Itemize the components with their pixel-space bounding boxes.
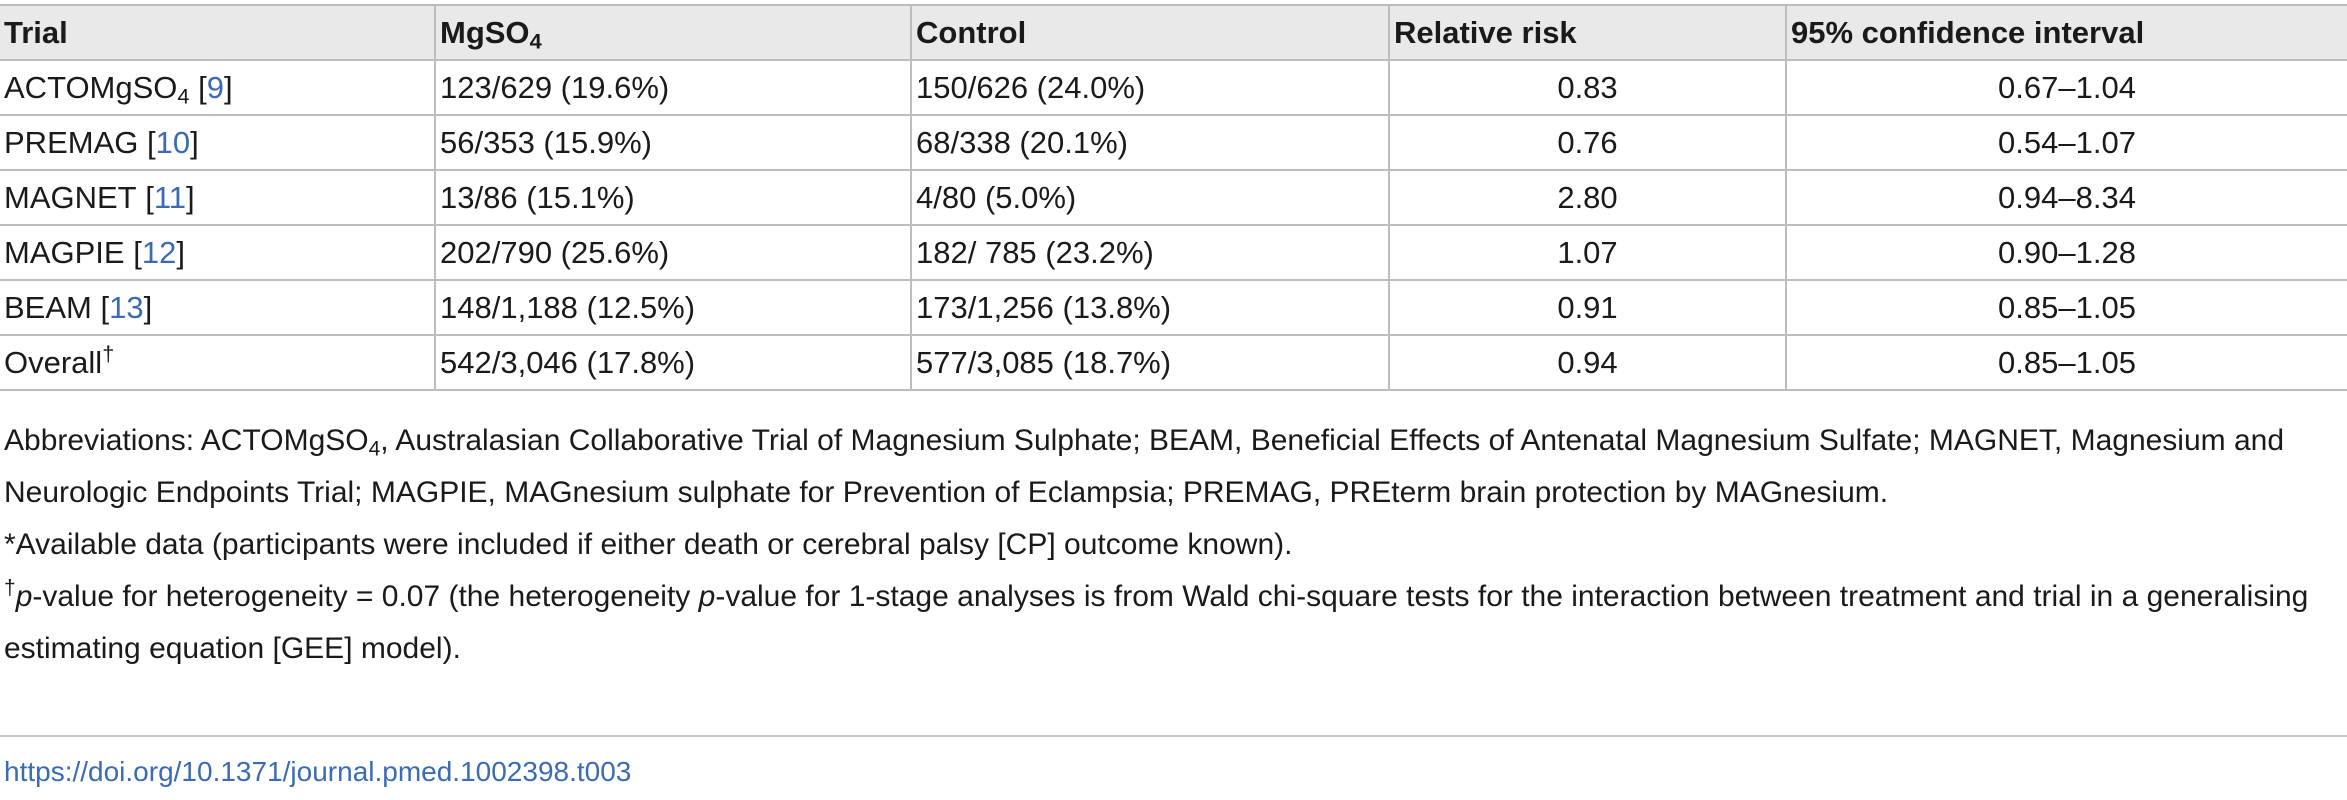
header-trial: Trial (4, 14, 68, 50)
cell-trial: PREMAG [10] (0, 115, 435, 170)
trial-name: ACTOMgSO (4, 69, 178, 105)
cell-control: 150/626 (24.0%) (910, 60, 1389, 115)
cell-relative-risk: 0.94 (1388, 335, 1786, 390)
trial-name: MAGPIE (4, 234, 125, 270)
cell-control: 577/3,085 (18.7%) (910, 335, 1389, 390)
cell-confidence-interval: 0.90–1.28 (1785, 225, 2347, 280)
heterogeneity-text-b: -value for 1-stage analyses is from Wald… (4, 580, 2309, 665)
table-row: PREMAG [10] 56/353 (15.9%) 68/338 (20.1%) 0… (0, 115, 2347, 170)
cell-relative-risk: 2.80 (1388, 170, 1786, 225)
cell-trial: BEAM [13] (0, 280, 435, 335)
table-footnotes: Abbreviations: ACTOMgSO4, Australasian C… (4, 415, 2334, 675)
header-confidence-interval: 95% confidence interval (1785, 5, 2347, 60)
header-relative-risk: Relative risk (1388, 5, 1786, 60)
table-row: BEAM [13] 148/1,188 (12.5%) 173/1,256 (13.… (0, 280, 2347, 335)
cell-confidence-interval: 0.67–1.04 (1785, 60, 2347, 115)
cell-control: 4/80 (5.0%) (910, 170, 1389, 225)
trial-name: Overall (4, 344, 103, 380)
abbreviations-text-b: , Australasian Collaborative Trial of Ma… (4, 424, 2285, 509)
ref-open: [ (91, 289, 110, 325)
header-mgso4: MgSO4 (434, 5, 911, 60)
cell-control: 68/338 (20.1%) (910, 115, 1389, 170)
ref-close: ] (176, 234, 185, 270)
footer-divider (0, 735, 2347, 737)
ref-close: ] (190, 124, 199, 160)
p-italic-2: p (698, 580, 716, 613)
results-table: Trial MgSO4 Control Relative risk 95% co… (0, 4, 2347, 391)
cell-trial: Overall† (0, 335, 435, 390)
abbreviations-text-a: Abbreviations: ACTOMgSO (4, 424, 369, 457)
ref-open: [ (136, 179, 154, 215)
trial-subscript: 4 (177, 82, 190, 108)
cell-mgso4: 202/790 (25.6%) (434, 225, 911, 280)
ref-open: [ (124, 234, 142, 270)
trial-name: PREMAG (4, 124, 139, 160)
cell-confidence-interval: 0.85–1.05 (1785, 335, 2347, 390)
cell-mgso4: 123/629 (19.6%) (434, 60, 911, 115)
header-mgso4-sub: 4 (529, 27, 542, 53)
cell-confidence-interval: 0.54–1.07 (1785, 115, 2347, 170)
trial-superscript: † (102, 340, 115, 366)
cell-mgso4: 148/1,188 (12.5%) (434, 280, 911, 335)
ref-close: ] (143, 289, 153, 325)
dagger-mark: † (4, 576, 16, 600)
table-row: MAGPIE [12] 202/790 (25.6%) 182/ 785 (23.2… (0, 225, 2347, 280)
cell-mgso4: 542/3,046 (17.8%) (434, 335, 911, 390)
header-mgso4-text: MgSO (440, 14, 530, 50)
abbreviations-note: Abbreviations: ACTOMgSO4, Australasian C… (4, 415, 2334, 519)
table-row: Overall† 542/3,046 (17.8%) 577/3,085 (18.7… (0, 335, 2347, 390)
heterogeneity-note: †p-value for heterogeneity = 0.07 (the h… (4, 571, 2334, 675)
ref-open: [ (189, 69, 207, 105)
cell-control: 182/ 785 (23.2%) (910, 225, 1389, 280)
cell-confidence-interval: 0.94–8.34 (1785, 170, 2347, 225)
cell-control: 173/1,256 (13.8%) (910, 280, 1389, 335)
cell-trial: MAGNET [11] (0, 170, 435, 225)
trial-name: BEAM (4, 289, 92, 325)
doi-link[interactable]: https://doi.org/10.1371/journal.pmed.100… (4, 756, 632, 787)
cell-confidence-interval: 0.85–1.05 (1785, 280, 2347, 335)
reference-link[interactable]: 13 (109, 289, 144, 325)
table-row: MAGNET [11] 13/86 (15.1%) 4/80 (5.0%) 2.80 0… (0, 170, 2347, 225)
cell-mgso4: 56/353 (15.9%) (434, 115, 911, 170)
cell-mgso4: 13/86 (15.1%) (434, 170, 911, 225)
cell-trial: MAGPIE [12] (0, 225, 435, 280)
trial-name: MAGNET (4, 179, 137, 215)
cell-relative-risk: 1.07 (1388, 225, 1786, 280)
p-italic-1: p (15, 580, 33, 613)
cell-trial: ACTOMgSO4 [9] (0, 60, 435, 115)
ref-open: [ (138, 124, 156, 160)
ref-close: ] (186, 179, 195, 215)
heterogeneity-text-a: -value for heterogeneity = 0.07 (the het… (32, 580, 699, 613)
cell-relative-risk: 0.83 (1388, 60, 1786, 115)
table-header-row: Trial MgSO4 Control Relative risk 95% co… (0, 5, 2347, 60)
abbreviations-sub: 4 (368, 437, 381, 461)
available-data-note: *Available data (participants were inclu… (4, 528, 1293, 561)
reference-link[interactable]: 11 (153, 179, 187, 215)
cell-relative-risk: 0.76 (1388, 115, 1786, 170)
reference-link[interactable]: 10 (155, 124, 191, 160)
reference-link[interactable]: 12 (141, 234, 177, 270)
ref-close: ] (223, 69, 233, 105)
table-row: ACTOMgSO4 [9] 123/629 (19.6%) 150/626 (24.… (0, 60, 2347, 115)
header-control: Control (910, 5, 1389, 60)
reference-link[interactable]: 9 (206, 69, 224, 105)
cell-relative-risk: 0.91 (1388, 280, 1786, 335)
